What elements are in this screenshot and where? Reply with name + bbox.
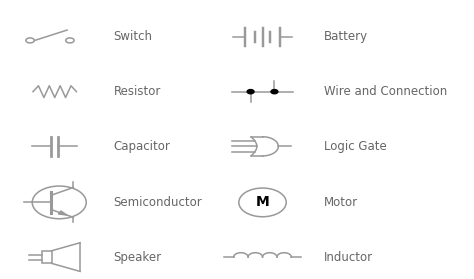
Text: Motor: Motor xyxy=(323,196,357,209)
Text: Semiconductor: Semiconductor xyxy=(113,196,202,209)
Text: Battery: Battery xyxy=(323,30,368,44)
Polygon shape xyxy=(58,211,67,215)
Circle shape xyxy=(271,90,278,94)
Text: M: M xyxy=(255,195,269,210)
Text: Switch: Switch xyxy=(113,30,153,44)
Text: Inductor: Inductor xyxy=(323,251,373,264)
Text: Logic Gate: Logic Gate xyxy=(323,140,386,153)
Text: Wire and Connection: Wire and Connection xyxy=(323,85,447,98)
Text: Capacitor: Capacitor xyxy=(113,140,170,153)
Bar xyxy=(42,251,52,263)
Text: Resistor: Resistor xyxy=(113,85,161,98)
Circle shape xyxy=(247,90,254,94)
Text: Speaker: Speaker xyxy=(113,251,162,264)
